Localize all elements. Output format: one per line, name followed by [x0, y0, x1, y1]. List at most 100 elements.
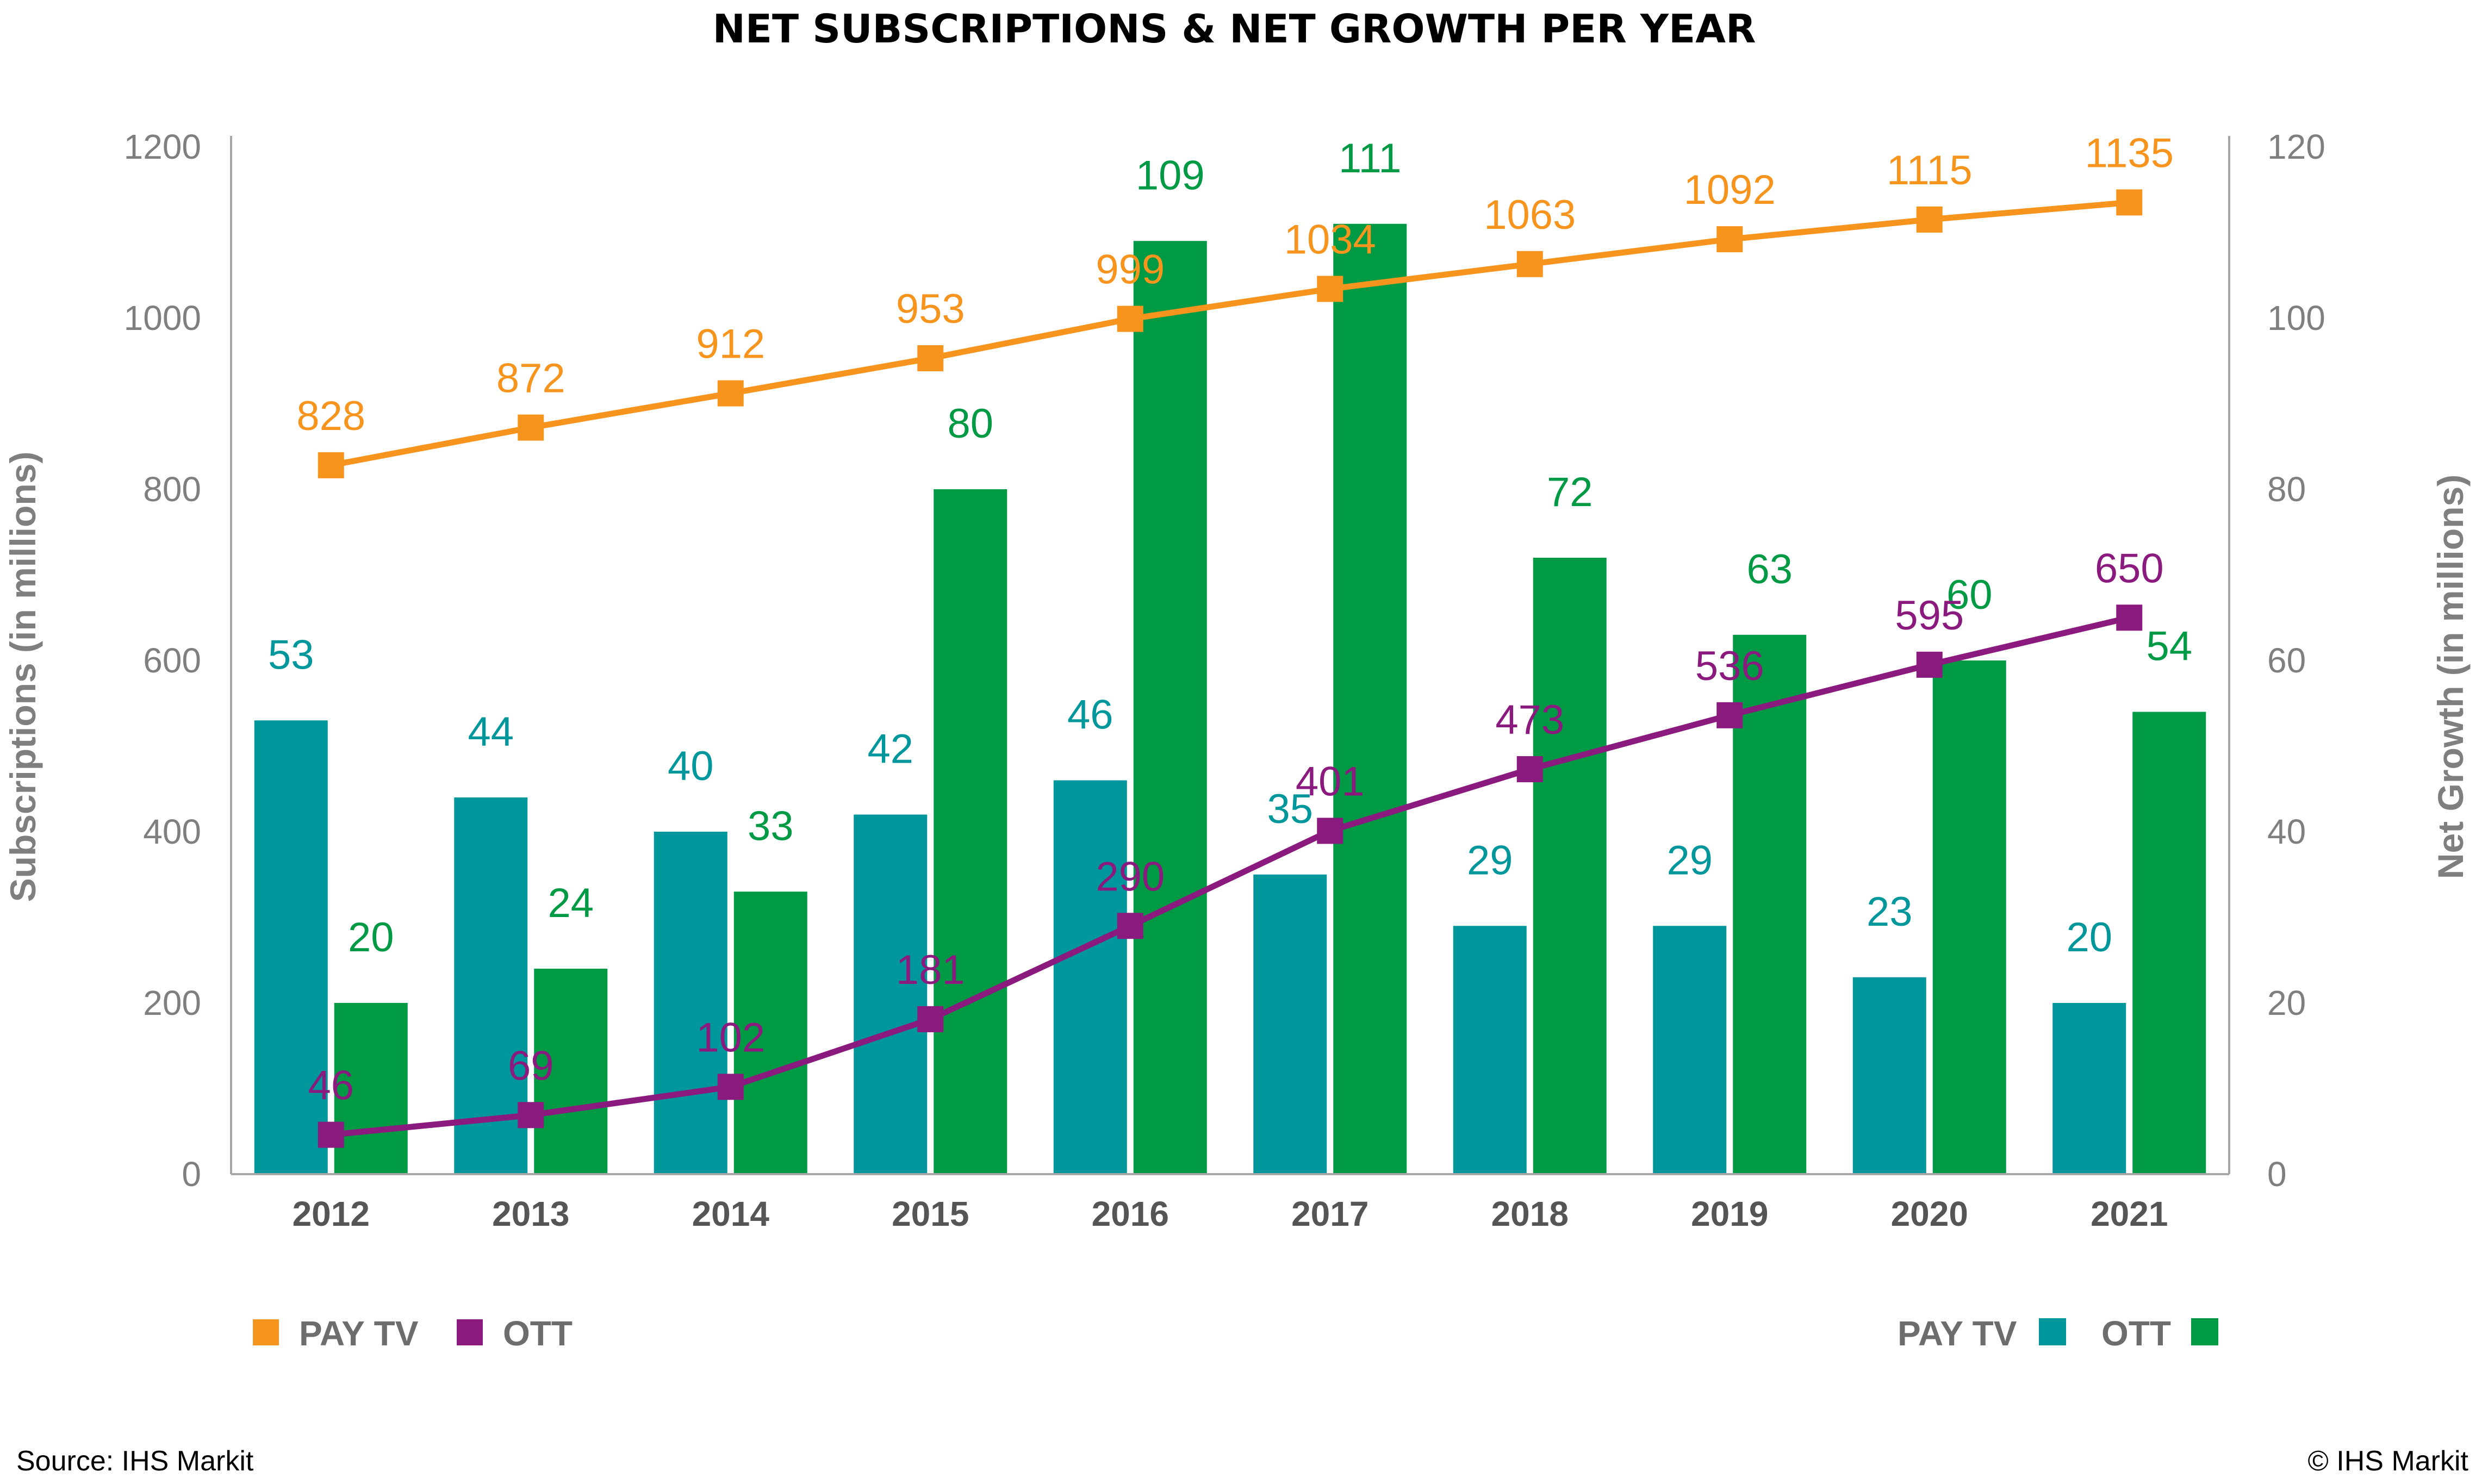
right-tick-label: 20 [2267, 983, 2306, 1022]
bar-layer [254, 223, 2206, 1174]
line-label-pay-tv-2013: 872 [496, 356, 565, 402]
legend-swatch-bar-ott [2191, 1318, 2218, 1345]
line-label-ott-2021: 650 [2095, 545, 2164, 591]
copyright-note: © IHS Markit [2308, 1445, 2469, 1477]
right-tick-label: 120 [2267, 127, 2325, 166]
line-label-ott-2012: 46 [308, 1063, 354, 1109]
x-tick-label: 2015 [892, 1194, 969, 1233]
marker-pay-tv-2019 [1716, 226, 1743, 253]
marker-ott-2013 [518, 1102, 544, 1128]
legend-marker-line-ott [457, 1319, 483, 1345]
bar-ott-2018 [1533, 558, 1607, 1174]
bar-pay-tv-2017 [1253, 874, 1327, 1174]
marker-ott-2020 [1916, 651, 1943, 678]
left-tick-label: 1000 [124, 298, 201, 338]
bar-pay-tv-2016 [1053, 780, 1127, 1174]
line-label-pay-tv-2012: 828 [296, 393, 365, 439]
marker-ott-2014 [717, 1074, 744, 1100]
left-axis-title: Subscriptions (in millions) [3, 452, 43, 902]
bar-label-ott-2014: 33 [748, 803, 794, 849]
bar-pay-tv-2012 [254, 720, 328, 1174]
line-label-pay-tv-2021: 1135 [2085, 130, 2174, 176]
bar-legend: PAY TV OTT [1898, 1314, 2218, 1353]
bar-label-pay-tv-2016: 46 [1067, 692, 1114, 738]
data-label-layer: 53 44 40 42 46 35 29 29 23 20 20 24 33 80 109 111 72 63 60… [268, 130, 2192, 1108]
bar-label-ott-2021: 54 [2146, 623, 2192, 670]
x-tick-label: 2019 [1691, 1194, 1768, 1233]
bar-label-pay-tv-2014: 40 [668, 743, 714, 789]
marker-ott-2017 [1317, 818, 1343, 844]
bar-label-ott-2018: 72 [1547, 469, 1593, 515]
right-tick-label: 40 [2267, 812, 2306, 851]
right-axis-title: Net Growth (in millions) [2430, 475, 2471, 879]
line-label-pay-tv-2018: 1063 [1484, 192, 1576, 238]
right-tick-label: 100 [2267, 298, 2325, 338]
line-label-ott-2015: 181 [896, 947, 965, 993]
marker-pay-tv-2017 [1317, 276, 1343, 302]
line-label-pay-tv-2014: 912 [696, 321, 765, 367]
bar-label-ott-2019: 63 [1746, 546, 1793, 593]
bar-ott-2015 [934, 489, 1007, 1174]
marker-pay-tv-2020 [1916, 206, 1943, 233]
x-tick-label: 2012 [293, 1194, 370, 1233]
line-label-ott-2017: 401 [1296, 758, 1365, 805]
left-tick-label: 400 [143, 812, 201, 851]
marker-pay-tv-2013 [518, 414, 544, 441]
bar-label-pay-tv-2020: 23 [1867, 889, 1913, 935]
legend-label-bar-pay-tv: PAY TV [1898, 1314, 2017, 1353]
bar-pay-tv-2018 [1453, 926, 1527, 1174]
bar-label-ott-2020: 60 [1946, 572, 1993, 618]
marker-ott-2015 [917, 1006, 944, 1032]
line-legend: PAY TV OTT [253, 1314, 573, 1353]
marker-ott-2019 [1716, 702, 1743, 728]
legend-label-line-ott: OTT [503, 1314, 573, 1353]
chart-title: NET SUBSCRIPTIONS & NET GROWTH PER YEAR [713, 6, 1756, 52]
bar-label-ott-2017: 111 [1339, 135, 1402, 182]
bar-label-pay-tv-2012: 53 [268, 632, 314, 678]
marker-pay-tv-2014 [717, 380, 744, 407]
x-tick-label: 2020 [1891, 1194, 1968, 1233]
bar-pay-tv-2019 [1653, 926, 1727, 1174]
marker-pay-tv-2018 [1516, 251, 1543, 277]
line-label-ott-2016: 290 [1096, 853, 1165, 900]
left-tick-label: 0 [182, 1155, 201, 1194]
marker-pay-tv-2015 [917, 345, 944, 372]
bar-ott-2013 [534, 969, 608, 1174]
bar-ott-2017 [1333, 223, 1407, 1174]
marker-pay-tv-2012 [318, 452, 344, 478]
bar-label-pay-tv-2021: 20 [2066, 914, 2112, 961]
bar-ott-2014 [733, 891, 807, 1174]
x-tick-label: 2014 [692, 1194, 770, 1233]
line-label-pay-tv-2016: 999 [1096, 247, 1165, 293]
x-tick-label: 2021 [2091, 1194, 2168, 1233]
left-tick-label: 600 [143, 641, 201, 680]
line-label-pay-tv-2017: 1034 [1284, 216, 1376, 263]
line-label-ott-2020: 595 [1895, 593, 1964, 639]
x-tick-label: 2016 [1092, 1194, 1169, 1233]
legend-marker-line-pay-tv [253, 1319, 279, 1345]
x-tick-label: 2017 [1291, 1194, 1368, 1233]
bar-label-pay-tv-2017: 35 [1267, 786, 1313, 832]
marker-ott-2018 [1516, 756, 1543, 783]
line-label-ott-2013: 69 [508, 1043, 554, 1089]
left-tick-label: 1200 [124, 127, 201, 166]
bar-label-ott-2012: 20 [348, 914, 394, 961]
bar-label-ott-2016: 109 [1136, 152, 1205, 198]
x-tick-label: 2018 [1491, 1194, 1569, 1233]
bar-label-pay-tv-2018: 29 [1467, 837, 1513, 883]
bar-pay-tv-2021 [2052, 1003, 2126, 1174]
bar-label-pay-tv-2019: 29 [1666, 837, 1713, 883]
right-tick-label: 0 [2267, 1155, 2287, 1194]
line-label-ott-2019: 536 [1695, 643, 1764, 689]
bar-ott-2021 [2132, 712, 2206, 1174]
line-pay-tv [330, 199, 2130, 469]
legend-swatch-bar-pay-tv [2039, 1318, 2066, 1345]
bar-ott-2019 [1733, 634, 1807, 1174]
right-tick-label: 80 [2267, 470, 2306, 509]
bar-ott-2016 [1133, 241, 1207, 1174]
source-note: Source: IHS Markit [16, 1445, 254, 1477]
line-label-ott-2018: 473 [1495, 697, 1564, 743]
marker-ott-2021 [2116, 604, 2143, 631]
line-layer [318, 189, 2143, 1148]
bar-pay-tv-2013 [454, 797, 528, 1174]
